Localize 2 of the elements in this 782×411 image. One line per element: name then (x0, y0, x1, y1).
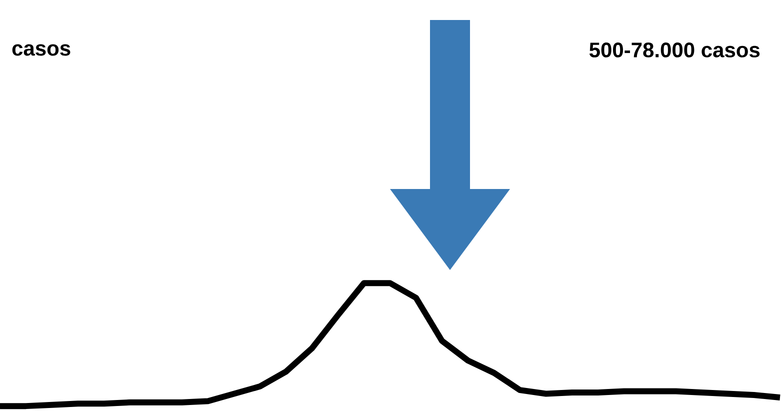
text: 500-78.000 casos (589, 42, 760, 58)
text: casos (12, 44, 70, 56)
